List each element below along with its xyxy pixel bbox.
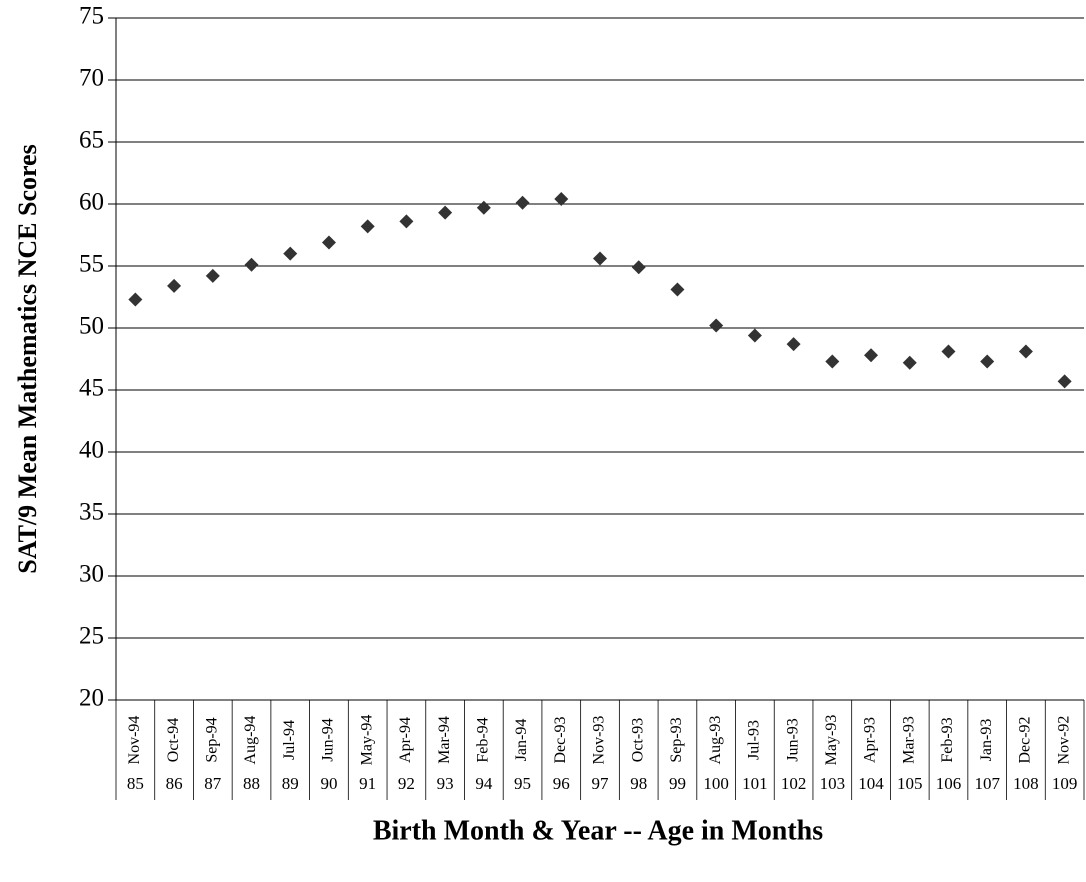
y-tick-label: 40 [79, 437, 104, 464]
x-tick-label: Nov-92 [1055, 716, 1072, 765]
marker [205, 268, 220, 283]
x-tick-label: Sep-94 [203, 717, 220, 762]
age-label: 106 [936, 774, 962, 793]
age-label: 101 [742, 774, 768, 793]
y-tick-label: 30 [79, 561, 104, 588]
marker [283, 246, 298, 261]
y-axis-title: SAT/9 Mean Mathematics NCE Scores [13, 144, 42, 573]
age-label: 96 [553, 774, 570, 793]
y-tick-label: 45 [79, 375, 104, 402]
age-label: 98 [630, 774, 647, 793]
age-label: 103 [820, 774, 846, 793]
age-label: 88 [243, 774, 260, 793]
age-label: 91 [359, 774, 376, 793]
x-tick-label: Oct-94 [165, 718, 182, 762]
y-tick-label: 60 [79, 189, 104, 216]
x-tick-label: Apr-94 [397, 717, 414, 763]
age-label: 104 [858, 774, 884, 793]
age-label: 94 [475, 774, 493, 793]
marker [631, 260, 646, 275]
x-tick-label: Oct-93 [629, 718, 646, 762]
x-tick-label: Jan-94 [513, 719, 530, 762]
x-tick-label: Nov-93 [591, 716, 608, 765]
age-label: 108 [1013, 774, 1039, 793]
age-label: 92 [398, 774, 415, 793]
marker [167, 278, 182, 293]
y-tick-label: 35 [79, 499, 104, 526]
y-tick-label: 25 [79, 623, 104, 650]
marker [864, 348, 879, 363]
marker [670, 282, 685, 297]
marker [747, 328, 762, 343]
y-tick-label: 75 [79, 3, 104, 30]
age-label: 100 [703, 774, 729, 793]
y-tick-label: 55 [79, 251, 104, 278]
marker [709, 318, 724, 333]
x-tick-label: Nov-94 [126, 716, 143, 765]
x-tick-label: Dec-93 [552, 716, 569, 763]
y-tick-label: 20 [79, 685, 104, 712]
age-label: 109 [1052, 774, 1078, 793]
x-tick-label: Jan-93 [978, 719, 995, 762]
x-tick-label: Jul-93 [746, 720, 763, 760]
marker [476, 200, 491, 215]
marker [399, 214, 414, 229]
y-tick-label: 70 [79, 65, 104, 92]
x-tick-label: Feb-93 [939, 717, 956, 762]
age-label: 93 [437, 774, 454, 793]
age-label: 102 [781, 774, 807, 793]
x-tick-label: Mar-93 [900, 716, 917, 764]
marker [980, 354, 995, 369]
x-tick-label: Mar-94 [436, 716, 453, 764]
age-label: 89 [282, 774, 299, 793]
age-label: 95 [514, 774, 531, 793]
marker [593, 251, 607, 266]
marker [1057, 374, 1072, 389]
x-tick-label: Jul-94 [281, 720, 298, 760]
age-label: 97 [592, 774, 610, 793]
x-tick-label: May-93 [823, 715, 840, 766]
y-tick-label: 65 [79, 127, 104, 154]
x-tick-label: May-94 [358, 715, 375, 766]
age-label: 86 [166, 774, 183, 793]
marker [825, 354, 840, 369]
marker [321, 235, 336, 250]
x-axis-title: Birth Month & Year -- Age in Months [373, 815, 823, 846]
y-tick-label: 50 [79, 313, 104, 340]
age-label: 99 [669, 774, 686, 793]
marker [1018, 344, 1033, 359]
x-tick-label: Dec-92 [1017, 716, 1034, 763]
x-tick-label: Aug-94 [242, 716, 259, 765]
x-tick-label: Jun-94 [320, 718, 337, 762]
age-label: 105 [897, 774, 923, 793]
age-label: 90 [320, 774, 337, 793]
marker [244, 257, 259, 272]
x-tick-label: Jun-93 [784, 718, 801, 762]
x-tick-label: Sep-93 [668, 717, 685, 762]
marker [360, 219, 375, 234]
age-label: 85 [127, 774, 144, 793]
age-label: 87 [204, 774, 222, 793]
marker [438, 205, 453, 220]
marker [902, 355, 917, 370]
x-tick-label: Aug-93 [707, 716, 724, 765]
marker [515, 195, 530, 210]
x-tick-label: Feb-94 [475, 717, 492, 762]
x-tick-label: Apr-93 [862, 717, 879, 763]
age-label: 107 [974, 774, 1000, 793]
marker [128, 292, 143, 307]
marker [941, 344, 956, 359]
marker [786, 337, 801, 352]
marker [554, 192, 569, 207]
